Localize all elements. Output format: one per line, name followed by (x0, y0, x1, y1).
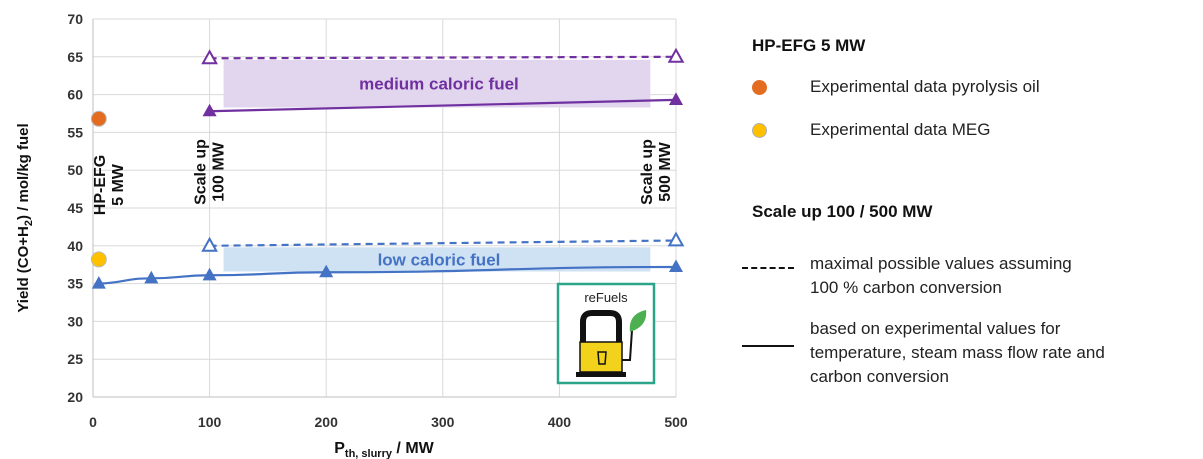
annotation-label: HP-EFG (92, 155, 109, 215)
series-marker-medium_exp (202, 103, 217, 117)
fuel-pump-icon (576, 310, 647, 377)
series-marker-low_exp (91, 276, 106, 289)
series (90, 47, 685, 289)
annotation-label: 500 MW (657, 141, 674, 201)
solid-line-icon (742, 345, 794, 347)
y-tick-label: 20 (67, 389, 83, 405)
series-line-medium_exp (209, 98, 677, 113)
band (223, 59, 651, 108)
y-tick-label: 30 (67, 313, 83, 329)
dashed-line-icon (742, 267, 794, 269)
refuels-logo: reFuels (556, 282, 656, 385)
x-tick-label: 0 (89, 414, 97, 430)
series-marker-low_exp (319, 264, 334, 278)
y-tick-label: 35 (67, 276, 83, 292)
annotations: HP-EFG 5 MW Scale up 100 MW Scale up 500 MW (92, 139, 674, 215)
legend-item-exp-line2: temperature, steam mass flow rate and (810, 343, 1105, 362)
series-marker-low_exp (144, 270, 159, 284)
legend-item-pyrolysis-oil: Experimental data pyrolysis oil (810, 77, 1040, 96)
band-label: low caloric fuel (378, 250, 501, 269)
annotation-label: 100 MW (211, 141, 228, 201)
y-tick-label: 45 (67, 200, 83, 216)
series-marker-medium_max (667, 47, 685, 63)
y-axis-label: Yield (CO+H2) / mol/kg fuel (15, 123, 35, 312)
band-label: medium caloric fuel (359, 74, 519, 93)
legend-item-max-line2: 100 % carbon conversion (810, 278, 1002, 297)
logo-text: reFuels (584, 290, 628, 305)
y-tick-label: 40 (67, 238, 83, 254)
series-marker-low_exp (668, 259, 684, 273)
axes: Yield (CO+H2) / mol/kg fuel Pth, slurry … (15, 11, 688, 459)
y-tick-label: 60 (67, 87, 83, 103)
legend-item-exp-line1: based on experimental values for (810, 319, 1061, 338)
annotation-label: Scale up (193, 139, 210, 205)
legend-item-meg: Experimental data MEG (810, 120, 991, 139)
y-tick-label: 65 (67, 49, 83, 65)
y-tick-label: 50 (67, 162, 83, 178)
x-axis-label: Pth, slurry / MW (334, 440, 434, 459)
series-marker-low_exp (202, 267, 217, 281)
legend-item-exp-line3: carbon conversion (810, 367, 949, 386)
meg-marker-icon (752, 123, 767, 138)
series-marker-low_max (667, 231, 685, 247)
series-line-medium_max (209, 55, 677, 60)
yield-chart: medium caloric fuel low caloric fuel Yiel… (15, 11, 688, 459)
point-meg (90, 251, 107, 268)
point-pyrolysis_oil (90, 110, 107, 127)
x-tick-label: 500 (664, 414, 688, 430)
series-marker-low_max (201, 236, 218, 252)
legend-item-max-line1: maximal possible values assuming (810, 254, 1072, 273)
x-tick-label: 100 (198, 414, 222, 430)
annotation-label: 5 MW (110, 163, 127, 206)
legend-heading-scale-up: Scale up 100 / 500 MW (752, 202, 933, 221)
series-marker-medium_exp (668, 92, 684, 105)
pyrolysis-oil-marker-icon (752, 80, 767, 95)
x-tick-label: 400 (548, 414, 572, 430)
caloric-bands: medium caloric fuel low caloric fuel (223, 59, 651, 272)
annotation-label: Scale up (639, 139, 656, 205)
y-tick-label: 55 (67, 124, 83, 140)
x-tick-label: 200 (315, 414, 339, 430)
series-line-low_max (209, 239, 677, 247)
y-tick-label: 25 (67, 351, 83, 367)
x-tick-label: 300 (431, 414, 455, 430)
series-marker-medium_max (201, 49, 218, 65)
legend-heading-hp-efg: HP-EFG 5 MW (752, 36, 866, 55)
y-tick-label: 70 (67, 11, 83, 27)
